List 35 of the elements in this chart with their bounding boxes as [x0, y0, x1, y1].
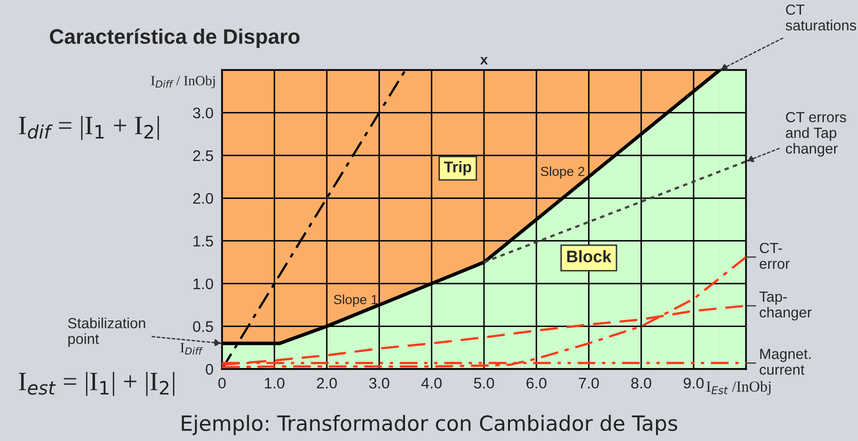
x-tick-label: 7.0	[578, 378, 599, 389]
x-tick-label: 1.0	[264, 378, 284, 389]
y-tick-label: 2.5	[193, 150, 214, 162]
series-label: Tap- changer	[759, 292, 812, 320]
y-axis-title: I$_{Diff}$ / InObj	[151, 76, 215, 88]
x-tick-label: 9.0	[684, 378, 704, 389]
x-tick-label: 6.0	[526, 378, 546, 389]
text: Ejemplo: Transformador con Cambiador de Taps	[182, 414, 678, 436]
annotation: CT errors and Tap changer	[786, 112, 846, 157]
x-tick-label: 8.0	[631, 378, 652, 389]
y-tick-label: 0	[206, 364, 214, 375]
y-tick-label: 1.0	[194, 278, 214, 290]
x-tick-label: 3.0	[369, 378, 390, 389]
y-tick-label: 0.5	[193, 321, 214, 332]
text: I$_{est}$ = |I$_{1}$| + |I$_{2}$|	[18, 372, 174, 396]
annotation: Block	[567, 250, 612, 262]
x-tick-label: 4.0	[421, 378, 442, 389]
x-tick-label: 5.0	[474, 378, 494, 389]
chart-title: Característica de Disparo	[50, 28, 300, 48]
x-tick-label: 0	[218, 378, 226, 389]
annotation: Stabilization point	[68, 318, 146, 347]
x-axis-title: I$_{Est}$ /InObj	[706, 380, 771, 395]
y-tick-label: 1.5	[194, 236, 214, 247]
series-label: CT- error	[760, 242, 790, 269]
annotation: x	[480, 57, 488, 64]
annotation: Trip	[444, 161, 472, 176]
annotation: Slope 1	[334, 294, 378, 307]
text: I$_{Diff}$	[180, 343, 204, 355]
annotation: CT saturations	[786, 4, 856, 31]
text: I$_{dif}$ = |I$_{1}$ + I$_{2}$|	[18, 116, 159, 140]
y-tick-label: 2.0	[193, 193, 214, 204]
x-tick-label: 2.0	[316, 378, 337, 389]
annotation: Slope 2	[540, 166, 584, 179]
series-label: Magnet. current	[760, 348, 810, 375]
y-tick-label: 3.0	[193, 108, 214, 118]
